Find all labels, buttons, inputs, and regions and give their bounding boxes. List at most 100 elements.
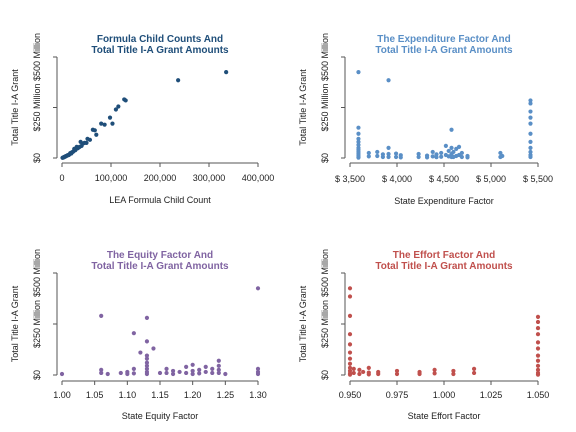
data-point [223,371,228,377]
data-point [446,154,451,159]
data-point [528,109,533,114]
x-tick-label: 1.025 [480,390,503,400]
data-point [434,155,439,160]
data-point [357,371,362,377]
data-point [176,78,181,83]
data-point [210,370,215,376]
data-point [99,367,104,372]
data-point [138,350,143,355]
data-point [107,115,113,120]
data-point [347,356,353,361]
data-point [105,371,110,377]
data-point [416,151,421,157]
data-point [356,155,361,160]
data-point [398,155,403,160]
data-point [255,366,261,371]
data-point [375,149,380,155]
data-point [351,370,356,376]
data-point [99,313,104,318]
x-tick-label: 1.05 [86,390,104,400]
data-point [535,319,541,325]
data-point [157,370,163,376]
data-point [347,286,353,291]
data-point [197,367,202,372]
data-point [357,367,362,372]
data-point [535,325,541,331]
data-point [184,364,189,369]
x-axis-title: State Equity Factor [122,411,199,421]
data-point [430,149,435,155]
data-point [99,121,104,126]
data-point [386,78,391,83]
data-point [125,371,130,377]
data-point [122,97,127,102]
y-axis-title: Total Title I-A Grant [298,69,308,146]
data-point [535,367,541,372]
chart-title-line: The Expenditure Factor And [377,34,511,45]
data-point [430,154,435,159]
data-point [432,367,437,372]
data-point [347,365,353,370]
x-tick-label: $ 3,500 [335,174,365,184]
data-point [393,151,399,156]
x-tick-label: $ 4,000 [382,174,412,184]
data-point [144,371,150,377]
data-point [351,366,356,371]
x-axis-title: LEA Formula Child Count [109,195,211,205]
data-point [118,370,123,376]
data-point [190,362,195,367]
data-point [528,145,533,150]
data-point [144,356,150,361]
data-point [116,104,121,109]
data-point [99,370,104,376]
chart-title-line: Total Title I-A Grant Amounts [91,45,229,56]
data-point [471,366,477,371]
x-tick-label: 0.950 [339,390,362,400]
data-point [347,332,353,337]
data-point [451,149,456,155]
data-point [439,150,444,156]
data-point [528,154,533,160]
data-point [416,154,421,160]
x-tick-label: 1.000 [433,390,456,400]
data-point [144,366,150,371]
data-point [164,370,169,376]
data-point [500,153,505,159]
data-point [361,369,366,375]
chart-title-line: The Effort Factor And [393,250,495,261]
data-point [443,143,448,148]
data-point [535,363,541,368]
data-point [386,145,391,150]
data-point [366,150,371,156]
x-tick-label: 1.30 [249,390,267,400]
x-tick-label: 1.25 [217,390,235,400]
data-point [144,353,150,358]
x-tick-label: 1.15 [151,390,169,400]
y-tick-label: $0 [320,370,330,380]
data-point [197,371,202,376]
y-tick-label: $250 Million [320,300,330,348]
y-tick-label: $500 Million [32,249,42,297]
data-point [528,139,533,144]
x-tick-label: 300,000 [193,173,226,183]
x-tick-label: $ 5,500 [523,174,553,184]
data-point [528,115,533,120]
data-point [78,139,83,144]
data-point [394,371,400,377]
data-point [170,371,176,377]
x-tick-label: 1.10 [119,390,137,400]
data-point [144,360,150,365]
data-point [498,150,503,156]
data-point [465,155,470,160]
y-tick-label: $0 [32,153,42,163]
chart-title-line: Total Title I-A Grant Amounts [375,261,513,272]
data-point [528,98,533,103]
data-point [393,154,399,160]
data-point [366,365,371,370]
data-point [356,131,361,136]
data-point [394,368,400,374]
x-axis-title: State Effort Factor [408,411,481,421]
data-point [535,340,541,345]
data-point [386,154,391,160]
